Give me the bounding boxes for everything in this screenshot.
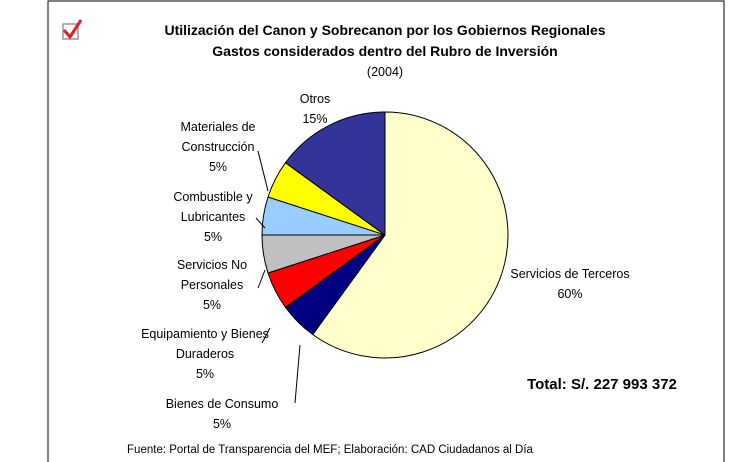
slice-label: Combustible y Lubricantes — [173, 190, 253, 224]
leader-line — [294, 344, 301, 404]
chart-subtitle: Gastos considerados dentro del Rubro de … — [212, 43, 557, 59]
source: Fuente: Portal de Transparencia del MEF;… — [127, 444, 534, 456]
value-label: 5% — [204, 230, 222, 244]
value-label: 5% — [213, 417, 231, 431]
leader-line — [257, 269, 266, 289]
value-label: 5% — [203, 298, 221, 312]
slice-label: Bienes de Consumo — [166, 397, 279, 411]
slice-label: Materiales de Construcción — [180, 120, 255, 154]
pie-slice — [284, 111, 386, 236]
value-label: 60% — [557, 287, 582, 301]
slice-label: Servicios de Terceros — [510, 267, 629, 281]
value-label: 5% — [196, 367, 214, 381]
leader-line — [261, 327, 271, 344]
leader-line — [257, 150, 269, 192]
leader-line — [255, 217, 266, 229]
annotation: Total: S/. 227 993 372 — [527, 376, 677, 393]
slice-label: Servicios No Personales — [177, 258, 247, 292]
value-label: 15% — [302, 112, 327, 126]
slice-label: Otros — [300, 92, 331, 106]
pie-slice — [312, 111, 509, 359]
value-label: 5% — [209, 160, 227, 174]
chart-title: Utilización del Canon y Sobrecanon por l… — [164, 22, 605, 38]
chart-period: (2004) — [367, 65, 403, 79]
slice-label: Equipamiento y Bienes Duraderos — [141, 327, 269, 361]
check-icon — [62, 19, 83, 40]
